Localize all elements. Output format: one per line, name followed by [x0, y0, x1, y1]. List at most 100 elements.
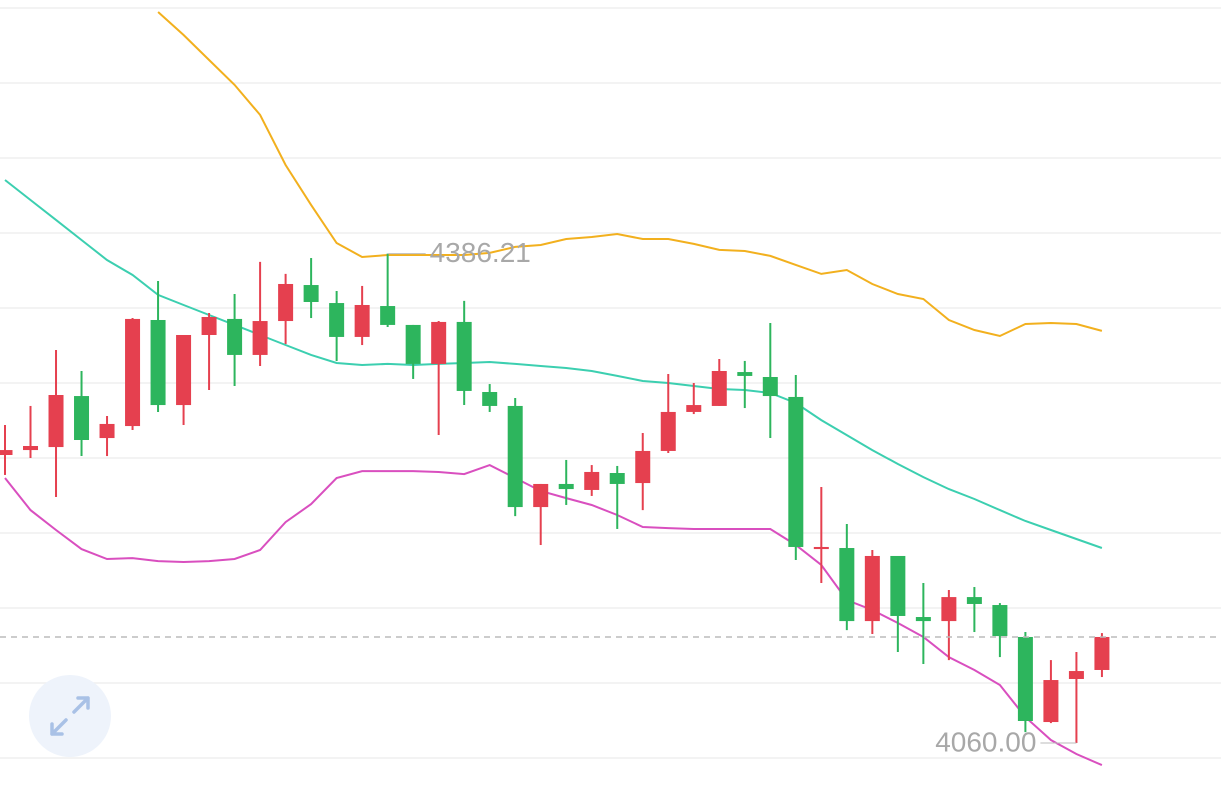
candle — [74, 370, 90, 457]
candle — [890, 555, 906, 652]
expand-button[interactable] — [29, 675, 111, 757]
expand-icon — [50, 696, 90, 736]
candle — [227, 294, 243, 386]
candle — [201, 312, 217, 391]
candle-body — [737, 372, 753, 376]
candle-body — [686, 405, 702, 412]
candle-body — [558, 483, 574, 490]
candle-body — [890, 555, 906, 616]
candle-body — [99, 423, 115, 439]
candle — [431, 321, 447, 436]
candle-body — [839, 548, 855, 622]
candle-body — [303, 285, 319, 302]
candle — [915, 582, 931, 664]
candle — [762, 322, 778, 439]
candle — [329, 291, 345, 361]
candle — [23, 405, 39, 459]
candle-body — [660, 411, 676, 451]
candle — [354, 285, 370, 346]
candle — [252, 261, 268, 367]
candle — [686, 382, 702, 415]
candle — [966, 587, 982, 633]
candle-body — [762, 376, 778, 397]
candle-body — [405, 324, 421, 364]
candle — [584, 465, 600, 496]
candle-body — [609, 473, 625, 484]
candle — [533, 483, 549, 546]
candle-body — [354, 304, 370, 337]
candle — [1017, 632, 1033, 733]
grid — [0, 7, 1221, 759]
candle-body — [1068, 671, 1084, 679]
candles — [0, 253, 1110, 744]
candle — [507, 397, 523, 517]
candle-body — [252, 321, 268, 355]
indicator-line — [4, 464, 1103, 767]
candle-body — [864, 555, 880, 622]
candle-body — [533, 483, 549, 508]
indicator-line — [4, 179, 1103, 549]
candle-body — [380, 306, 396, 325]
candle — [711, 358, 727, 406]
candle — [941, 590, 957, 661]
candle — [864, 549, 880, 634]
indicator-line — [157, 11, 1103, 338]
candle-body — [507, 405, 523, 508]
candle-body — [1017, 636, 1033, 721]
candle-body — [992, 605, 1008, 637]
candle — [0, 425, 13, 475]
candle — [737, 360, 753, 409]
candle — [380, 253, 396, 328]
candle — [405, 324, 421, 379]
min-label: 4060.00 — [935, 726, 1036, 757]
candle-body — [74, 396, 90, 441]
candle-body — [431, 321, 447, 364]
candle — [813, 486, 829, 583]
candle-body — [48, 394, 64, 448]
candle — [788, 375, 804, 561]
candle-body — [1094, 636, 1110, 670]
candle — [1068, 651, 1084, 744]
candle-body — [227, 318, 243, 355]
candle-body — [584, 471, 600, 490]
expand-button-bg — [29, 675, 111, 757]
candle-body — [966, 597, 982, 604]
candle-body — [711, 370, 727, 406]
candle-body — [278, 283, 294, 322]
candle — [839, 524, 855, 631]
candle — [635, 432, 651, 511]
candle — [482, 384, 498, 412]
candle-body — [813, 546, 829, 550]
candle — [456, 300, 472, 406]
candle — [278, 273, 294, 344]
candle — [1043, 660, 1059, 724]
candle — [303, 258, 319, 319]
candle-body — [482, 391, 498, 406]
candle-body — [329, 303, 345, 337]
candle — [660, 373, 676, 454]
candle — [48, 349, 64, 498]
candle — [609, 465, 625, 529]
candle-body — [941, 597, 957, 622]
candle-body — [456, 321, 472, 391]
indicator-lines — [4, 11, 1103, 767]
candle — [176, 334, 192, 426]
candle-body — [150, 319, 166, 406]
max-label: 4386.21 — [430, 237, 531, 268]
candle-body — [1043, 680, 1059, 723]
candle-body — [0, 450, 13, 456]
candle-body — [201, 316, 217, 335]
labels: 4386.21 4060.00 — [0, 237, 1221, 757]
candle — [99, 416, 115, 457]
candle-body — [176, 334, 192, 406]
candle — [1094, 633, 1110, 678]
candle-body — [23, 446, 39, 451]
candle-body — [125, 318, 141, 427]
candle-body — [915, 617, 931, 622]
candle-body — [788, 396, 804, 547]
candle — [558, 459, 574, 505]
candle-body — [635, 450, 651, 484]
candle — [992, 603, 1008, 658]
